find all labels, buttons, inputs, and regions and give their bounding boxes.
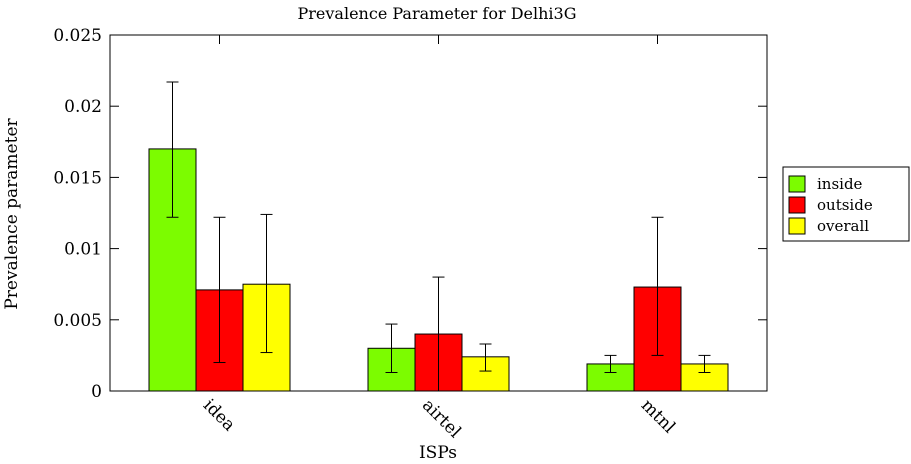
y-tick-label: 0.02 (64, 97, 102, 117)
legend-label-outside: outside (817, 196, 873, 214)
legend: inside outside overall (782, 166, 910, 242)
y-tick-label: 0.025 (53, 26, 102, 46)
legend-swatch-inside (788, 175, 806, 193)
legend-label-overall: overall (817, 217, 869, 235)
x-tick-label: mtnl (637, 395, 679, 437)
y-tick-label: 0.015 (53, 168, 102, 188)
y-tick-label: 0.01 (64, 240, 102, 260)
legend-swatch-overall (788, 217, 806, 235)
y-tick-label: 0.005 (53, 311, 102, 331)
bars-group (148, 81, 729, 392)
x-tick-label: idea (199, 395, 239, 435)
y-tick-label: 0 (91, 382, 102, 402)
y-axis-label: Prevalence parameter (2, 117, 22, 309)
chart-title: Prevalence Parameter for Delhi3G (298, 4, 577, 23)
legend-label-inside: inside (817, 175, 863, 193)
x-axis-label: ISPs (419, 443, 457, 463)
x-tick-label: airtel (418, 395, 465, 442)
legend-swatch-outside (788, 196, 806, 214)
